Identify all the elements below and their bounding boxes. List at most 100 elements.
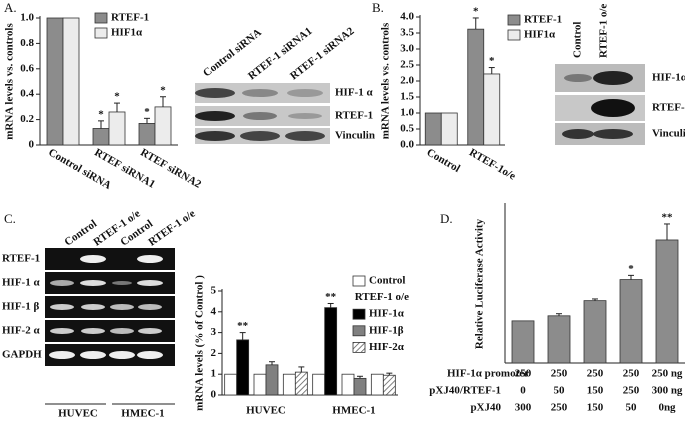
row-label: HIF-2 α [2, 325, 40, 337]
legend-swatch [94, 27, 108, 39]
panel-label: C. [4, 211, 16, 226]
x-tick-label: HMEC-1 [332, 405, 375, 417]
bar [294, 371, 308, 396]
legend-note: RTEF-1 o/e [355, 291, 409, 303]
significance: * [473, 5, 479, 17]
bar [138, 123, 156, 146]
bar [324, 307, 338, 396]
significance: * [628, 263, 634, 275]
legend-label: RTEF-1 [524, 14, 562, 26]
y-tick-label: 0.8 [20, 37, 34, 49]
table-cell: 300 [515, 402, 532, 414]
bar [253, 373, 267, 396]
row-label: Vinculin [652, 128, 685, 140]
row-label: RTEF-1 [2, 253, 40, 265]
bar [619, 279, 643, 364]
table-cell: 250 [623, 368, 640, 380]
legend-label: HIF-1α [369, 308, 405, 320]
legend-swatch [352, 275, 366, 287]
table-cell: 250 [551, 368, 568, 380]
panel-label: D. [440, 211, 453, 226]
row-label: GAPDH [2, 349, 42, 361]
lane-label: Control [572, 22, 584, 58]
legend-label: HIF1α [524, 29, 556, 41]
table-cell: 250 [587, 368, 604, 380]
legend-swatch [352, 325, 366, 337]
y-tick-label: 0 [211, 389, 217, 401]
bar [370, 373, 384, 396]
row-label: HIF-1 β [2, 301, 39, 313]
gel: Control RTEF-1 o/e Control RTEF-1 o/e RT… [2, 207, 198, 419]
bar [265, 364, 279, 396]
bar [62, 17, 80, 146]
table-row-label: pXJ40 [470, 402, 501, 414]
y-tick-label: 2 [211, 347, 217, 359]
y-tick-label: 1.0 [400, 107, 414, 119]
blot-a: Control siRNA RTEF-1 siRNA1 RTEF-1 siRNA… [195, 25, 375, 144]
y-tick-label: 2.0 [400, 75, 414, 87]
table-cell: 250 [551, 402, 568, 414]
table-cell: 250 [515, 368, 532, 380]
y-tick-label: 1 [211, 368, 217, 380]
legend-swatch [507, 29, 521, 41]
y-tick-label: 3.5 [400, 27, 414, 39]
significance: * [489, 55, 495, 67]
table-cell: 0 [520, 385, 526, 397]
table-cell: 150 [587, 402, 604, 414]
table-cell: 50 [554, 385, 566, 397]
y-tick-label: 5 [211, 285, 217, 297]
table-row-label: HIF-1α promoter [447, 368, 529, 380]
table-cell: 250 [623, 385, 640, 397]
bar [154, 106, 172, 146]
table-cell: 0ng [658, 402, 676, 414]
bar [655, 239, 679, 364]
bar [382, 374, 396, 396]
legend-label: Control [369, 275, 405, 287]
legend-label: HIF-2α [369, 341, 405, 353]
bar [236, 339, 250, 396]
bar [583, 300, 607, 364]
legend-swatch [352, 308, 366, 320]
legend-swatch [352, 341, 366, 353]
bar [341, 373, 355, 396]
y-tick-label: 3 [211, 326, 217, 338]
row-label: RTEF-1 [652, 102, 685, 114]
legend-label: HIF-1β [369, 324, 404, 336]
legend-swatch [94, 12, 108, 24]
bar [46, 17, 64, 146]
significance: * [114, 91, 120, 103]
bar [511, 320, 535, 364]
bar [353, 377, 367, 396]
x-tick-label: Control [424, 146, 462, 175]
bar [224, 373, 238, 396]
table-cell: 50 [626, 402, 638, 414]
panel-label: B. [372, 0, 384, 15]
significance: ** [237, 320, 249, 332]
y-tick-label: 0.0 [400, 139, 414, 151]
y-tick-label: 0 [29, 139, 35, 151]
significance: ** [662, 211, 674, 223]
y-axis-label: mRNA levels vs. controls [4, 23, 16, 140]
blot-b: Control RTEF-1 o/e HIF-1α RTEF-1 Vinculi… [555, 4, 685, 145]
x-tick-label: RTEF-1o/e [467, 146, 518, 182]
bar [483, 73, 501, 146]
y-axis-label: mRNA levels (% of Control ) [194, 275, 206, 411]
row-label: HIF-1 α [335, 87, 373, 99]
significance: * [160, 84, 166, 96]
significance: * [98, 108, 104, 120]
bar [424, 112, 442, 146]
y-axis-label: mRNA levels vs. controls [380, 22, 392, 139]
row-label: HIF-1α [652, 72, 685, 84]
significance: ** [325, 291, 337, 303]
y-tick-label: 3.0 [400, 43, 414, 55]
legend-label: RTEF-1 [111, 12, 149, 24]
bar [440, 112, 458, 146]
y-tick-label: 0.5 [400, 123, 414, 135]
panel-label: A. [4, 0, 17, 15]
y-tick-label: 1.5 [400, 91, 414, 103]
bar [282, 373, 296, 396]
y-tick-label: 0.4 [20, 88, 34, 100]
row-label: Vinculin [335, 130, 375, 142]
lane-label: Control [62, 218, 99, 249]
table-cell: 250 ng [652, 368, 683, 380]
